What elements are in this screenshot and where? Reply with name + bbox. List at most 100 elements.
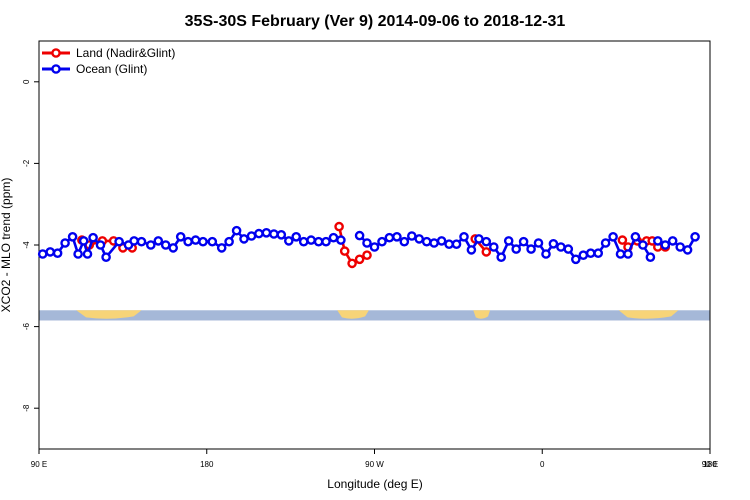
ocean-point-0-19 <box>175 231 186 242</box>
ocean-point-1-19 <box>496 252 507 263</box>
x-axis-label: Longitude (deg E) <box>327 477 422 491</box>
ocean-point-0-10 <box>101 252 111 263</box>
ocean-point-2-5 <box>690 231 700 242</box>
ocean-point-1-28 <box>563 244 574 254</box>
ocean-point-0-26 <box>231 225 242 236</box>
ocean-point-0-7 <box>82 249 93 259</box>
land-point-1-2 <box>347 258 357 269</box>
y-tick-label-2: -4 <box>22 241 31 249</box>
x-tick-label-0: 90 E <box>31 460 47 469</box>
ocean-point-1-7 <box>406 231 417 241</box>
ocean-point-0-40 <box>336 235 346 245</box>
ocean-point-0-4 <box>67 231 78 242</box>
land-point-2-1 <box>481 247 492 257</box>
ocean-point-0-9 <box>95 240 106 250</box>
land-point-1-0 <box>334 221 344 232</box>
ocean-point-1-20 <box>503 236 514 246</box>
ocean-point-0-2 <box>52 248 63 258</box>
ocean-point-0-17 <box>160 240 171 250</box>
ocean-point-1-32 <box>593 248 604 258</box>
ocean-point-0-23 <box>207 236 218 247</box>
y-axis-ticks: 0 -2 -4 -6 -8 <box>22 79 39 412</box>
ocean-point-0-24 <box>216 243 227 253</box>
land-region-3 <box>618 310 679 319</box>
ocean-point-0-13 <box>129 236 139 246</box>
ocean-point-1-35 <box>615 249 626 259</box>
land-region-0 <box>76 310 142 319</box>
ocean-point-1-1 <box>362 238 372 248</box>
ocean-point-0-34 <box>291 231 302 242</box>
land-point-1-4 <box>362 250 372 260</box>
legend-land-marker <box>51 48 61 58</box>
ocean-point-0-29 <box>254 228 264 239</box>
ocean-point-1-34 <box>608 231 618 242</box>
ocean-point-0-35 <box>298 236 309 247</box>
ocean-point-1-3 <box>377 236 387 247</box>
ocean-point-1-8 <box>414 234 425 244</box>
ocean-point-1-27 <box>556 242 566 252</box>
ocean-point-2-0 <box>653 236 663 246</box>
ocean-point-1-4 <box>384 232 395 243</box>
ocean-point-1-33 <box>600 238 611 248</box>
series-layer <box>37 221 700 269</box>
ocean-point-0-16 <box>153 236 164 246</box>
land-region-2 <box>473 310 491 319</box>
chart-title: 35S-30S February (Ver 9) 2014-09-06 to 2… <box>185 13 566 30</box>
ocean-point-0-39 <box>328 232 339 243</box>
y-tick-label-0: 0 <box>22 79 31 84</box>
y-tick-label-4: -8 <box>22 404 31 412</box>
ocean-point-0-5 <box>73 249 83 259</box>
ocean-point-0-6 <box>78 236 89 246</box>
y-tick-label-1: -2 <box>22 159 31 167</box>
ocean-point-1-5 <box>392 231 402 242</box>
ocean-point-1-14 <box>459 231 469 242</box>
legend-land-label: Land (Nadir&Glint) <box>76 46 175 60</box>
ocean-point-1-6 <box>399 236 410 247</box>
ocean-point-0-33 <box>283 236 294 246</box>
ocean-point-0-8 <box>88 232 98 243</box>
ocean-point-0-1 <box>45 247 56 257</box>
ocean-point-0-32 <box>276 229 287 240</box>
ocean-point-0-25 <box>224 236 234 247</box>
ocean-point-1-31 <box>585 248 596 258</box>
ocean-point-0-3 <box>60 238 70 248</box>
ocean-point-1-2 <box>369 242 380 252</box>
ocean-point-0-22 <box>198 236 208 247</box>
ocean-point-1-30 <box>578 250 589 260</box>
land-point-1-3 <box>354 254 365 265</box>
ocean-point-2-2 <box>667 236 678 246</box>
ocean-point-1-26 <box>548 238 559 249</box>
ocean-band <box>39 310 710 321</box>
ocean-point-1-0 <box>354 230 365 241</box>
ocean-point-2-1 <box>660 240 671 250</box>
ocean-point-1-36 <box>623 249 633 259</box>
legend: Land (Nadir&Glint) Ocean (Glint) <box>42 46 175 76</box>
ocean-point-0-27 <box>239 234 249 244</box>
y-tick-label-3: -6 <box>22 322 31 330</box>
ocean-point-0-20 <box>183 236 193 247</box>
land-point-3-0 <box>617 235 628 245</box>
ocean-point-1-18 <box>488 242 499 252</box>
ocean-point-0-21 <box>190 235 201 245</box>
ocean-point-1-22 <box>518 236 529 247</box>
ocean-point-1-24 <box>533 238 544 248</box>
y-axis-label: XCO2 - MLO trend (ppm) <box>0 178 13 313</box>
ocean-point-1-25 <box>541 249 551 259</box>
x-tick-label-3: 0 <box>540 460 545 469</box>
land-region-1 <box>337 310 369 319</box>
ocean-point-0-37 <box>313 236 324 247</box>
ocean-point-1-11 <box>436 236 447 246</box>
ocean-point-0-18 <box>168 243 178 253</box>
ocean-point-1-15 <box>466 245 477 255</box>
ocean-point-1-9 <box>421 236 432 247</box>
x-tick-label-4: 90 E <box>702 460 718 469</box>
ocean-point-1-10 <box>429 238 439 248</box>
legend-ocean-marker <box>51 64 61 74</box>
ocean-point-1-13 <box>451 239 462 249</box>
ocean-point-1-38 <box>638 240 648 250</box>
x-tick-label-5: 180 <box>703 460 717 469</box>
ocean-point-2-4 <box>682 245 693 255</box>
ocean-point-1-16 <box>474 234 484 244</box>
